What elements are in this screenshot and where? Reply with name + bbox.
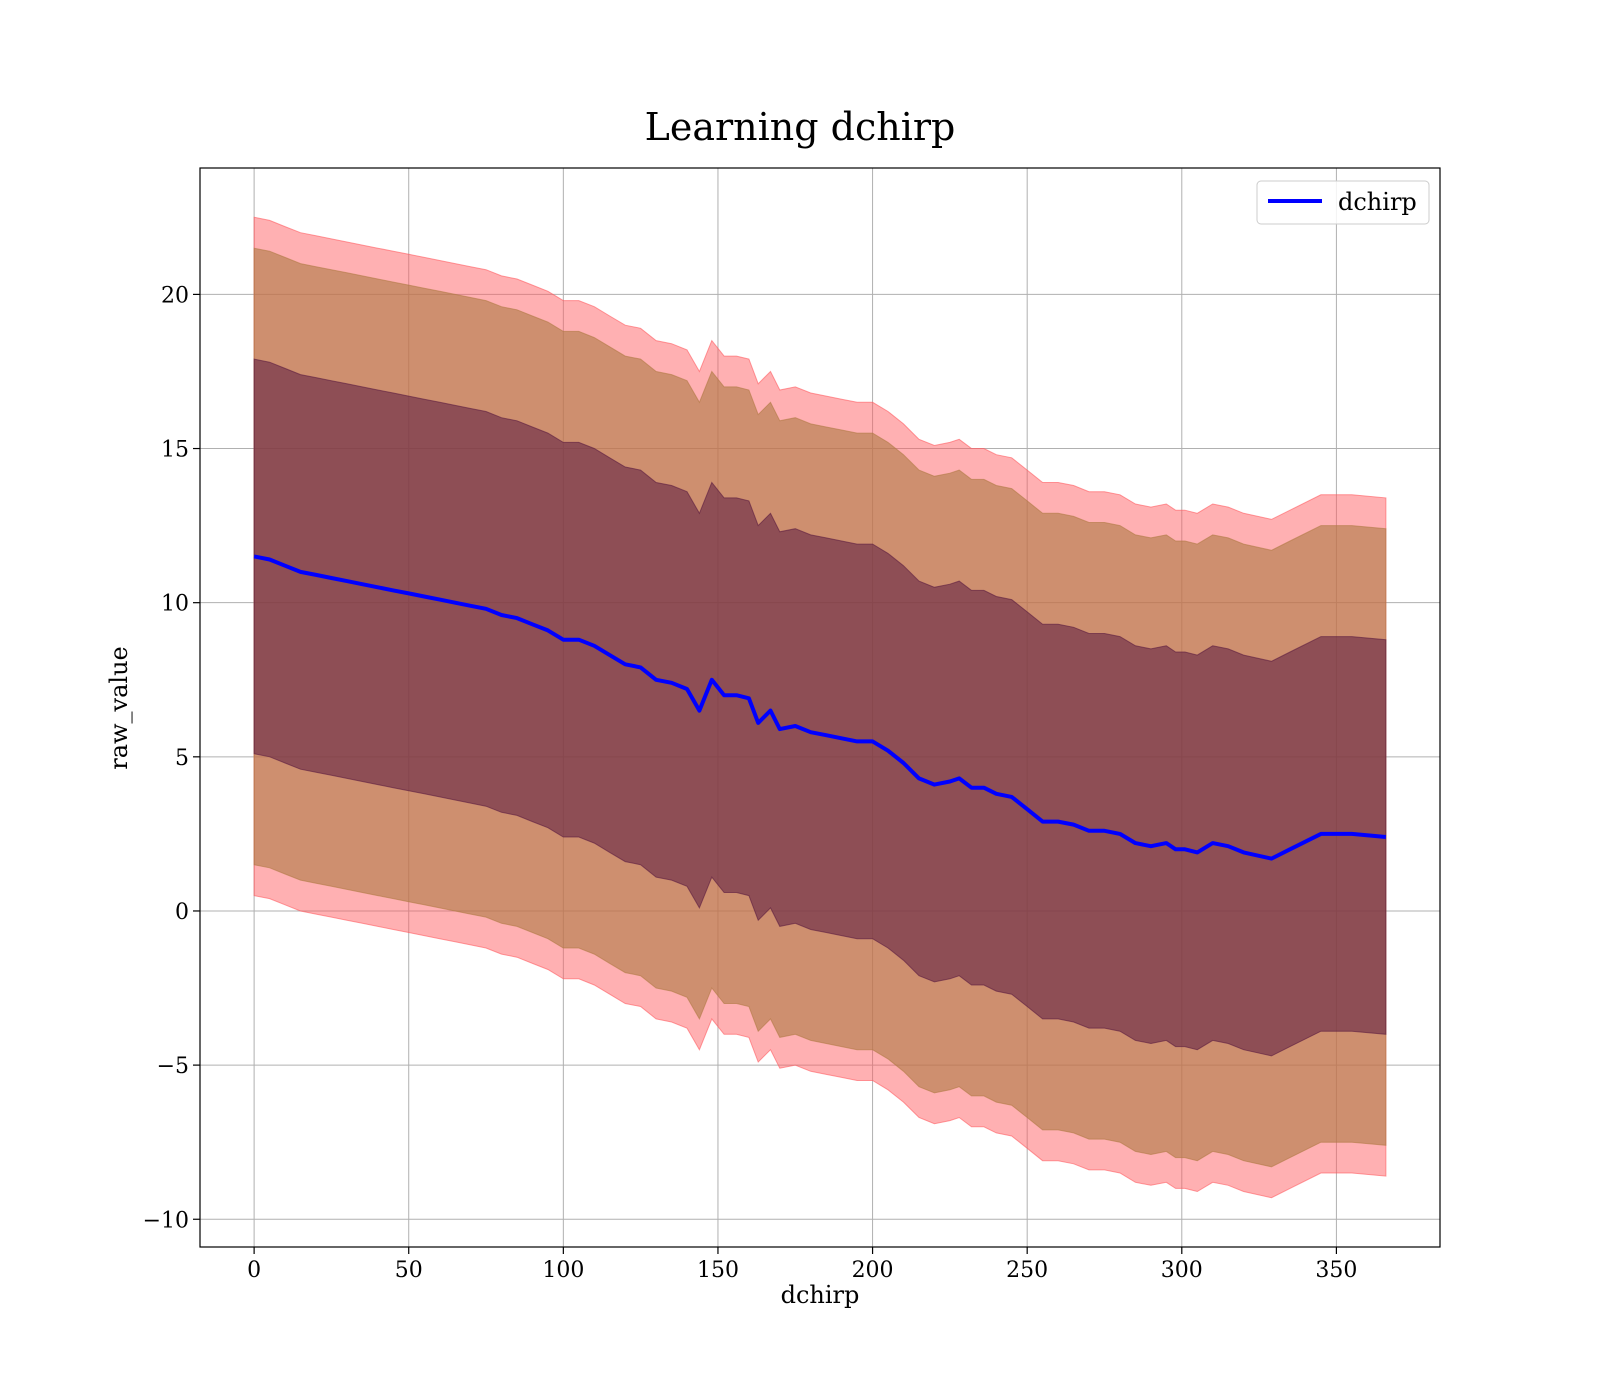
x-tick-label: 150 (697, 1258, 739, 1283)
y-tick-label: 10 (161, 592, 189, 617)
confidence-bands (253, 216, 1387, 1199)
y-axis-label: raw_value (105, 646, 133, 770)
y-tick-label: −5 (157, 1054, 189, 1079)
x-tick-label: 0 (247, 1258, 261, 1283)
y-tick-label: 15 (161, 438, 189, 463)
series-lines (253, 554, 1387, 861)
legend-label-dchirp: dchirp (1338, 188, 1417, 216)
x-axis-label: dchirp (781, 1281, 860, 1309)
plot-frame (199, 167, 1441, 1248)
y-tick-label: −10 (143, 1208, 189, 1233)
series-line-dchirp (253, 554, 1387, 861)
x-tick-label: 200 (852, 1258, 894, 1283)
x-tick-label: 50 (395, 1258, 423, 1283)
y-tick-label: 20 (161, 283, 189, 308)
legend: dchirp (1256, 180, 1430, 225)
y-axis-ticks: −10 −5 0 5 10 15 20 (143, 283, 200, 1233)
x-axis-ticks: 0 50 100 150 200 250 300 350 (247, 1247, 1357, 1283)
x-tick-label: 250 (1006, 1258, 1048, 1283)
y-tick-label: 0 (175, 900, 189, 925)
chart-title: Learning dchirp (645, 105, 956, 149)
x-tick-label: 100 (542, 1258, 584, 1283)
y-tick-label: 5 (175, 746, 189, 771)
x-tick-label: 350 (1315, 1258, 1357, 1283)
band-inner (253, 358, 1387, 1057)
x-tick-label: 300 (1161, 1258, 1203, 1283)
legend-box (1256, 180, 1430, 225)
